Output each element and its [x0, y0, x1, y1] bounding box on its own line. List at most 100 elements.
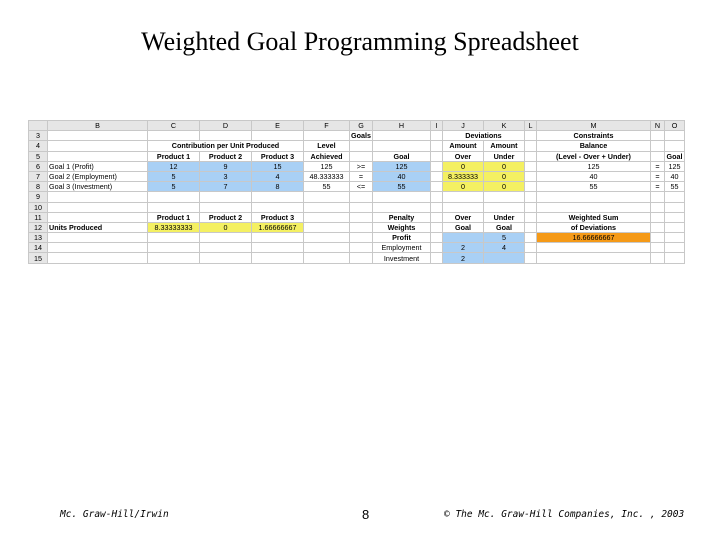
- cell[interactable]: Goal: [441, 221, 484, 234]
- cell[interactable]: 125: [371, 160, 431, 172]
- column-header-k[interactable]: K: [482, 119, 525, 132]
- cell[interactable]: [199, 242, 252, 254]
- cell[interactable]: [523, 130, 537, 142]
- cell[interactable]: [47, 211, 148, 223]
- cell[interactable]: Product 3: [251, 150, 304, 162]
- cell[interactable]: [303, 232, 350, 244]
- cell[interactable]: 15: [251, 160, 304, 172]
- cell[interactable]: 9: [199, 160, 252, 172]
- cell[interactable]: [199, 232, 252, 244]
- cell[interactable]: [441, 191, 484, 203]
- row-number[interactable]: 10: [28, 201, 48, 213]
- cell[interactable]: [649, 211, 665, 223]
- cell[interactable]: [429, 140, 443, 152]
- cell[interactable]: Product 1: [147, 150, 200, 162]
- cell[interactable]: [147, 191, 200, 203]
- cell[interactable]: [663, 140, 685, 152]
- cell[interactable]: [523, 232, 537, 244]
- cell[interactable]: Goal: [371, 150, 431, 162]
- cell[interactable]: [429, 221, 443, 234]
- cell[interactable]: [523, 170, 537, 183]
- cell[interactable]: Units Produced: [47, 221, 148, 234]
- cell[interactable]: [47, 150, 148, 162]
- cell[interactable]: [349, 191, 373, 203]
- row-number[interactable]: 5: [28, 150, 48, 162]
- column-header-o[interactable]: O: [663, 119, 685, 132]
- cell[interactable]: [523, 160, 537, 172]
- cell[interactable]: [147, 252, 200, 264]
- column-header-m[interactable]: M: [535, 119, 651, 132]
- cell[interactable]: [199, 201, 252, 213]
- cell[interactable]: [303, 130, 350, 142]
- cell[interactable]: Weighted Sum: [535, 211, 651, 223]
- cell[interactable]: Amount: [441, 140, 484, 152]
- cell[interactable]: of Deviations: [535, 221, 651, 234]
- row-number[interactable]: 15: [28, 252, 48, 264]
- cell[interactable]: [535, 252, 651, 264]
- cell[interactable]: [47, 252, 148, 264]
- cell[interactable]: [649, 242, 665, 254]
- cell[interactable]: 125: [663, 160, 685, 172]
- cell[interactable]: 0: [482, 181, 525, 193]
- cell[interactable]: [482, 252, 525, 264]
- cell[interactable]: [649, 191, 665, 203]
- row-number[interactable]: 6: [28, 160, 48, 172]
- cell[interactable]: [47, 201, 148, 213]
- cell[interactable]: [649, 201, 665, 213]
- cell[interactable]: Goal: [482, 221, 525, 234]
- cell[interactable]: [429, 170, 443, 183]
- cell[interactable]: [429, 160, 443, 172]
- cell[interactable]: [535, 242, 651, 254]
- column-header-j[interactable]: J: [441, 119, 484, 132]
- cell[interactable]: [523, 150, 537, 162]
- cell[interactable]: [663, 191, 685, 203]
- cell[interactable]: [349, 242, 373, 254]
- cell[interactable]: [349, 232, 373, 244]
- cell[interactable]: [429, 130, 443, 142]
- cell[interactable]: Amount: [482, 140, 525, 152]
- column-header-f[interactable]: F: [303, 119, 350, 132]
- column-header-b[interactable]: B: [47, 119, 148, 132]
- cell[interactable]: 1.66666667: [251, 221, 304, 234]
- cell[interactable]: Product 1: [147, 211, 200, 223]
- cell[interactable]: [349, 211, 373, 223]
- cell[interactable]: Investment: [371, 252, 431, 264]
- cell[interactable]: [482, 201, 525, 213]
- cell[interactable]: [349, 140, 373, 152]
- cell[interactable]: Goal: [663, 150, 685, 162]
- cell[interactable]: [251, 242, 304, 254]
- cell[interactable]: =: [649, 170, 665, 183]
- cell[interactable]: 0: [482, 160, 525, 172]
- cell[interactable]: [251, 232, 304, 244]
- column-header-h[interactable]: H: [371, 119, 431, 132]
- cell[interactable]: [199, 191, 252, 203]
- cell[interactable]: Goal 3 (Investment): [47, 181, 148, 193]
- cell[interactable]: Weights: [371, 221, 431, 234]
- cell[interactable]: [303, 211, 350, 223]
- cell[interactable]: 5: [147, 181, 200, 193]
- cell[interactable]: [147, 201, 200, 213]
- cell[interactable]: [663, 211, 685, 223]
- cell[interactable]: [649, 221, 665, 234]
- row-number[interactable]: 9: [28, 191, 48, 203]
- cell[interactable]: =: [349, 170, 373, 183]
- cell[interactable]: 5: [482, 232, 525, 244]
- row-number[interactable]: 4: [28, 140, 48, 152]
- contribution-header-cell[interactable]: Contribution per Unit Produced: [147, 140, 304, 152]
- cell[interactable]: [371, 130, 431, 142]
- cell[interactable]: [199, 252, 252, 264]
- cell[interactable]: >=: [349, 160, 373, 172]
- cell[interactable]: [251, 201, 304, 213]
- cell[interactable]: 4: [251, 170, 304, 183]
- cell[interactable]: [535, 191, 651, 203]
- row-number[interactable]: 13: [28, 232, 48, 244]
- cell[interactable]: [47, 140, 148, 152]
- cell[interactable]: Penalty: [371, 211, 431, 223]
- cell[interactable]: [147, 130, 200, 142]
- cell[interactable]: [663, 232, 685, 244]
- cell[interactable]: [47, 130, 148, 142]
- cell[interactable]: Profit: [371, 232, 431, 244]
- column-header-i[interactable]: I: [429, 119, 443, 132]
- cell[interactable]: [147, 242, 200, 254]
- cell[interactable]: Goal 2 (Employment): [47, 170, 148, 183]
